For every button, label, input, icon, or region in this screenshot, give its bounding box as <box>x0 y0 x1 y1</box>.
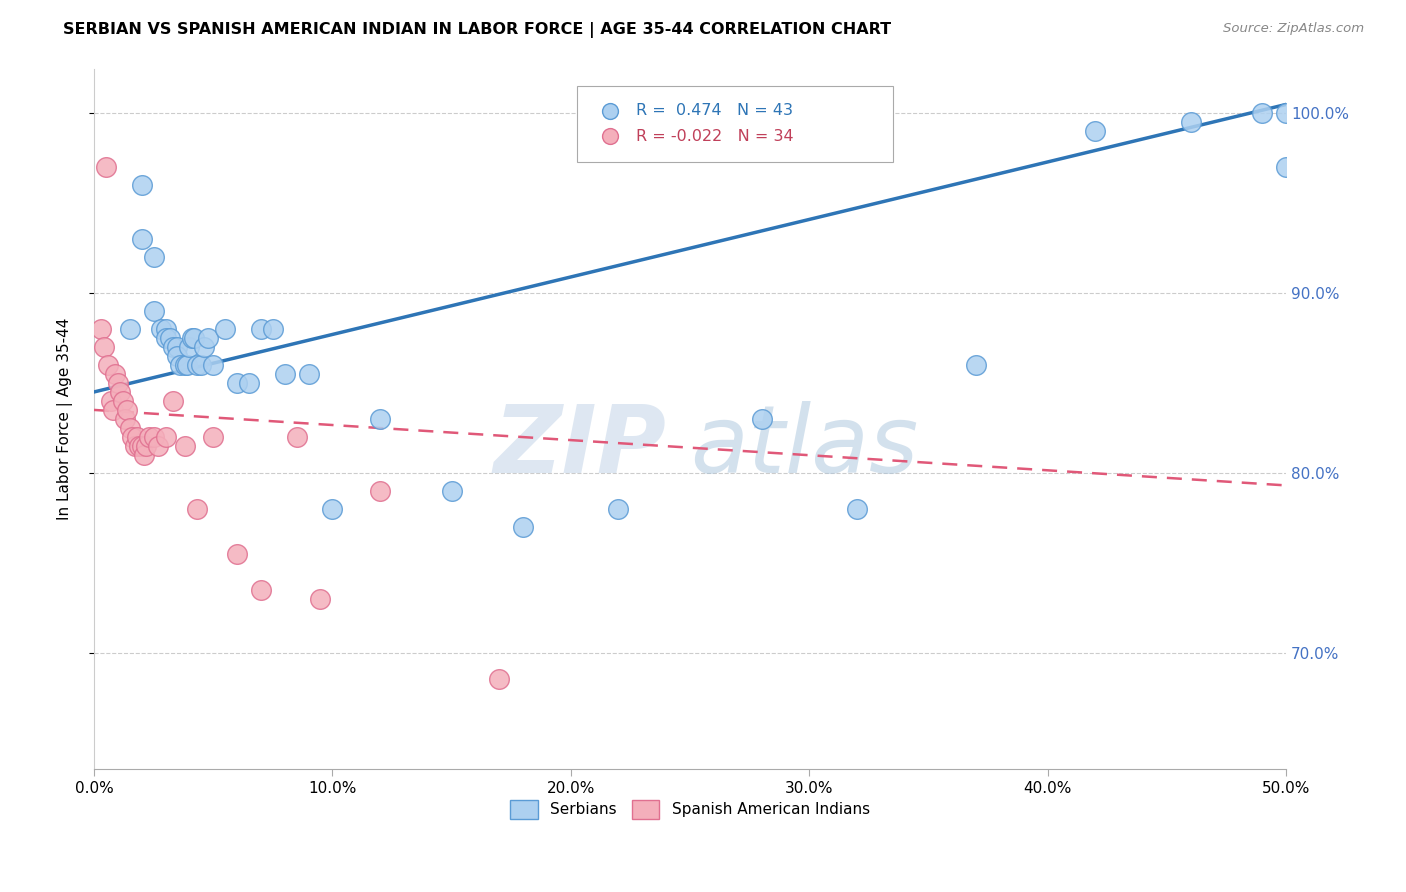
Point <box>440 483 463 498</box>
Point <box>114 412 136 426</box>
Point <box>97 358 120 372</box>
Point <box>169 358 191 372</box>
Point <box>193 340 215 354</box>
Point <box>274 367 297 381</box>
Point <box>107 376 129 390</box>
Text: R =  0.474   N = 43: R = 0.474 N = 43 <box>637 103 793 118</box>
Point <box>1115 214 1137 228</box>
Point <box>368 483 391 498</box>
Point <box>131 439 153 453</box>
Text: atlas: atlas <box>690 401 918 492</box>
Text: Source: ZipAtlas.com: Source: ZipAtlas.com <box>1223 22 1364 36</box>
Point <box>173 439 195 453</box>
Point <box>751 412 773 426</box>
Point <box>607 501 630 516</box>
Y-axis label: In Labor Force | Age 35-44: In Labor Force | Age 35-44 <box>58 318 73 520</box>
Point <box>202 430 225 444</box>
Point <box>488 673 510 687</box>
Point <box>186 358 208 372</box>
Point <box>297 367 319 381</box>
Point <box>285 430 308 444</box>
Point <box>250 582 273 597</box>
Point <box>202 358 225 372</box>
Point <box>138 430 160 444</box>
FancyBboxPatch shape <box>576 86 893 161</box>
Point <box>166 340 188 354</box>
Point <box>118 322 141 336</box>
Point <box>309 591 332 606</box>
Point <box>186 501 208 516</box>
Point <box>512 519 534 533</box>
Point <box>111 393 134 408</box>
Point <box>159 331 181 345</box>
Point <box>104 367 127 381</box>
Point <box>250 322 273 336</box>
Point <box>1115 281 1137 295</box>
Point <box>117 403 139 417</box>
Legend: Serbians, Spanish American Indians: Serbians, Spanish American Indians <box>505 794 876 825</box>
Point <box>100 393 122 408</box>
Point <box>1084 124 1107 138</box>
Point <box>845 501 868 516</box>
Point <box>94 161 117 175</box>
Point <box>149 322 172 336</box>
Point <box>166 349 188 363</box>
Point <box>262 322 284 336</box>
Point <box>179 340 201 354</box>
Point <box>93 340 115 354</box>
Point <box>110 384 132 399</box>
Point <box>183 331 205 345</box>
Point <box>180 331 202 345</box>
Text: ZIP: ZIP <box>494 401 666 493</box>
Text: R = -0.022   N = 34: R = -0.022 N = 34 <box>637 129 794 144</box>
Point <box>190 358 212 372</box>
Point <box>1275 106 1298 120</box>
Point <box>238 376 260 390</box>
Point <box>118 421 141 435</box>
Point <box>155 322 177 336</box>
Point <box>173 358 195 372</box>
Point <box>124 439 146 453</box>
Point <box>90 322 112 336</box>
Point <box>368 412 391 426</box>
Point <box>132 448 155 462</box>
Point <box>1275 161 1298 175</box>
Point <box>131 232 153 246</box>
Point <box>214 322 236 336</box>
Point <box>148 439 170 453</box>
Point <box>101 403 124 417</box>
Point <box>162 393 184 408</box>
Point <box>142 430 165 444</box>
Point <box>965 358 987 372</box>
Point <box>135 439 157 453</box>
Point <box>321 501 343 516</box>
Point <box>142 250 165 264</box>
Point <box>226 376 249 390</box>
Point <box>176 358 198 372</box>
Point <box>121 430 143 444</box>
Point <box>155 430 177 444</box>
Point <box>226 547 249 561</box>
Text: SERBIAN VS SPANISH AMERICAN INDIAN IN LABOR FORCE | AGE 35-44 CORRELATION CHART: SERBIAN VS SPANISH AMERICAN INDIAN IN LA… <box>63 22 891 38</box>
Point <box>155 331 177 345</box>
Point <box>128 439 150 453</box>
Point <box>142 304 165 318</box>
Point <box>1180 115 1202 129</box>
Point <box>197 331 219 345</box>
Point <box>125 430 148 444</box>
Point <box>131 178 153 193</box>
Point <box>1251 106 1274 120</box>
Point <box>162 340 184 354</box>
